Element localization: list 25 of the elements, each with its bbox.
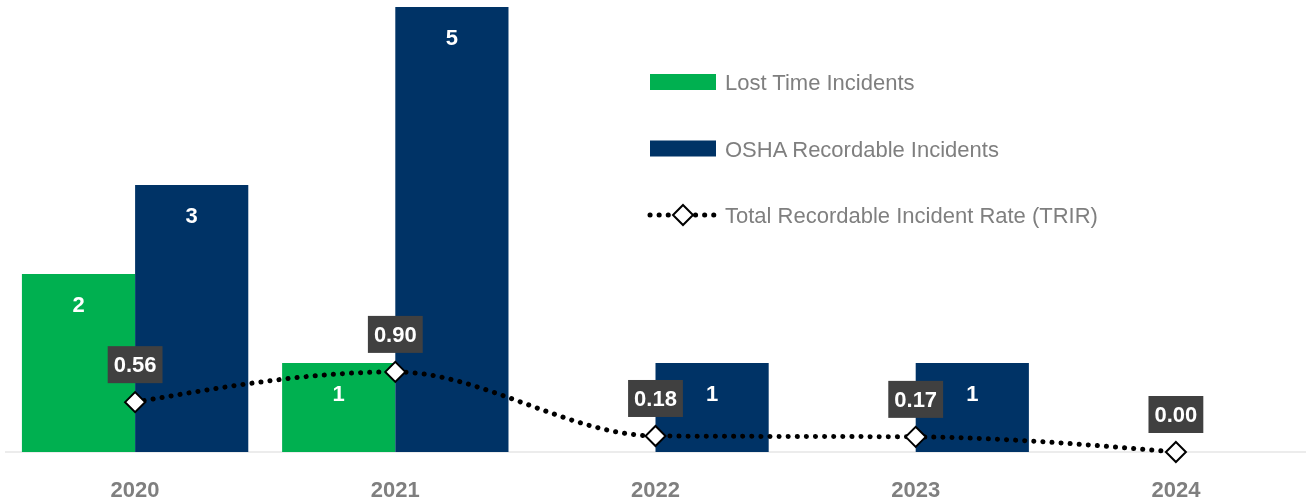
x-tick-label: 2023 xyxy=(891,477,941,502)
data-label: 0.56 xyxy=(113,352,157,378)
data-label: 0.90 xyxy=(373,321,417,347)
data-label: 3 xyxy=(185,203,198,228)
point xyxy=(904,425,927,448)
point xyxy=(1164,441,1187,463)
data-label: 0.17 xyxy=(894,386,938,412)
legend-label: Total Recordable Incident Rate (TRIR) xyxy=(725,203,1098,228)
data-label: 1 xyxy=(966,381,979,406)
point xyxy=(124,391,147,414)
x-tick-label: 2022 xyxy=(631,477,680,502)
legend-label: OSHA Recordable Incidents xyxy=(725,136,999,162)
data-label: 2 xyxy=(72,292,85,317)
data-label: 0.00 xyxy=(1154,402,1198,427)
x-tick-label: 2020 xyxy=(110,477,160,502)
x-tick-label: 2021 xyxy=(370,477,420,502)
data-label: 5 xyxy=(445,25,459,50)
legend-label: Lost Time Incidents xyxy=(725,70,915,95)
data-label: 1 xyxy=(705,381,719,406)
data-label: 0.18 xyxy=(634,385,677,411)
x-tick-label: 2024 xyxy=(1151,477,1202,502)
data-label: 1 xyxy=(332,381,345,406)
bar xyxy=(282,363,396,452)
point xyxy=(384,360,407,383)
point xyxy=(644,424,667,447)
